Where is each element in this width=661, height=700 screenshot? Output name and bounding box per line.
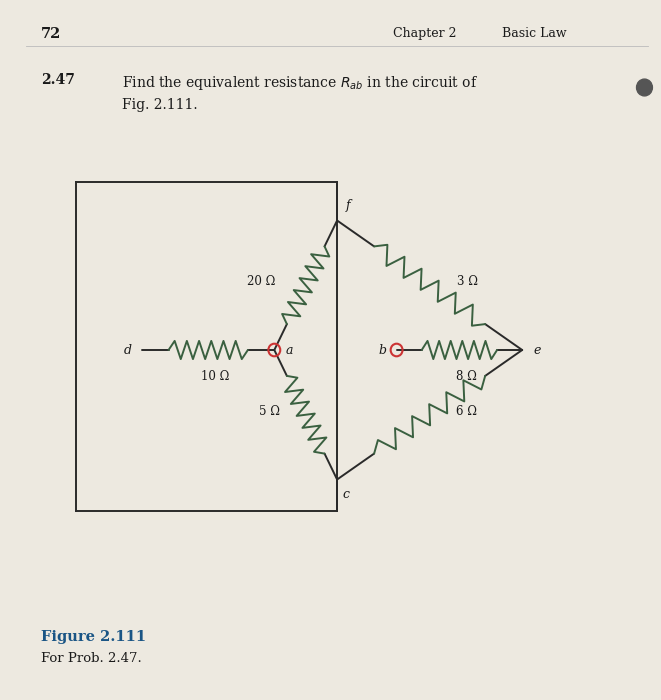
Text: 72: 72 [41, 27, 61, 41]
Text: For Prob. 2.47.: For Prob. 2.47. [41, 652, 141, 666]
Text: e: e [533, 344, 541, 356]
Text: Figure 2.111: Figure 2.111 [41, 630, 146, 644]
Text: a: a [285, 344, 293, 356]
Text: Chapter 2: Chapter 2 [393, 27, 457, 40]
Text: d: d [124, 344, 132, 356]
Text: b: b [378, 344, 386, 356]
Text: 2.47: 2.47 [41, 74, 75, 88]
Text: 5 Ω: 5 Ω [259, 405, 280, 418]
Text: 10 Ω: 10 Ω [201, 370, 229, 383]
Text: Basic Law: Basic Law [502, 27, 567, 40]
Text: f: f [346, 199, 350, 211]
Circle shape [637, 79, 652, 96]
Text: 6 Ω: 6 Ω [455, 405, 477, 418]
Text: Fig. 2.111.: Fig. 2.111. [122, 98, 198, 112]
Text: Find the equivalent resistance $R_{ab}$ in the circuit of: Find the equivalent resistance $R_{ab}$ … [122, 74, 479, 92]
Text: 20 Ω: 20 Ω [247, 275, 275, 288]
Text: 3 Ω: 3 Ω [457, 275, 479, 288]
Text: 8 Ω: 8 Ω [455, 370, 477, 383]
Text: c: c [343, 489, 350, 501]
